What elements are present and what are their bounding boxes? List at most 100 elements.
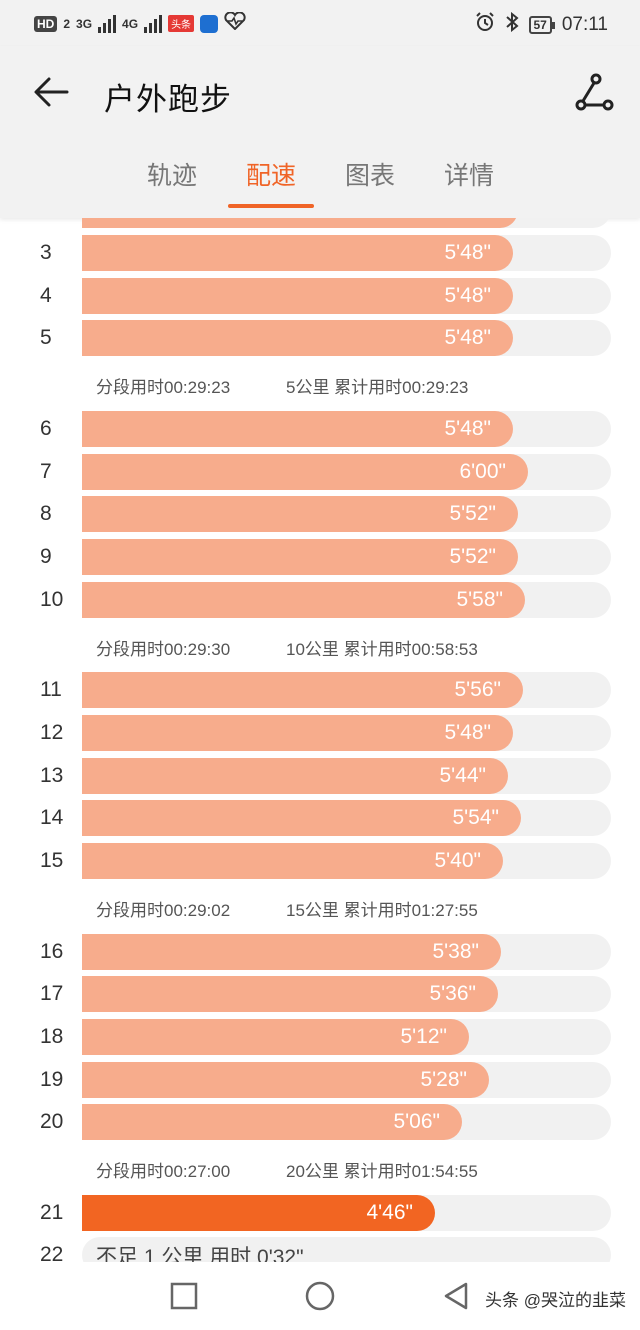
pace-row[interactable]: 9 5'52" (0, 539, 640, 575)
network-4g: 4G (122, 16, 139, 31)
pace-row[interactable]: 14 5'54" (0, 800, 640, 837)
pace-row[interactable]: 4 5'48" (0, 277, 640, 314)
pace-value: 5'56" (454, 678, 501, 702)
pace-value: 5'36" (429, 982, 476, 1006)
pace-bar: 5'58" (82, 581, 525, 618)
shield-icon (200, 14, 219, 33)
km-number: 10 (40, 587, 64, 611)
pace-row[interactable]: 12 5'48" (0, 714, 640, 751)
battery-icon: 57 (528, 15, 556, 34)
split-summary: 分段用时00:29:30 10公里 累计用时00:58:53 (96, 635, 616, 659)
pace-bar: 5'48" (82, 235, 513, 271)
pace-value: 5'48" (444, 416, 491, 440)
cumulative-time: 20公里 累计用时01:54:55 (286, 1162, 478, 1182)
back-nav-button[interactable] (440, 1280, 472, 1312)
pace-value: 5'40" (434, 849, 481, 872)
segment-time: 分段用时00:29:23 (96, 378, 231, 398)
signal-icon-2 (144, 14, 163, 33)
cumulative-time: 10公里 累计用时00:58:53 (286, 639, 478, 659)
status-bar: HD 2 3G 4G 头条 57 07:11 (0, 0, 640, 46)
pace-list[interactable]: 3 5'48" 4 5'48" 5 5'48" 分段用时00:29:23 5公里 累计用时00… (0, 218, 640, 1262)
tab-chart[interactable]: 图表 (344, 162, 395, 190)
pace-value: 5'58" (456, 587, 503, 611)
bluetooth-icon (505, 11, 519, 37)
pace-row-partial[interactable]: 22 不足 1 公里 用时 0'32" (0, 1237, 640, 1262)
pace-bar: 5'52" (82, 539, 518, 575)
km-number: 14 (40, 806, 64, 830)
pace-bar-fastest: 4'46" (82, 1194, 435, 1231)
pace-bar: 5'38" (82, 933, 501, 970)
pace-value: 5'48" (444, 326, 491, 350)
pace-bar: 5'52" (82, 496, 518, 533)
pace-row[interactable]: 21 4'46" (0, 1194, 640, 1231)
km-number: 16 (40, 939, 64, 963)
km-number: 6 (40, 416, 52, 440)
pace-row[interactable]: 11 5'56" (0, 672, 640, 709)
pace-row[interactable]: 17 5'36" (0, 976, 640, 1013)
alarm-icon (475, 12, 495, 37)
pace-row[interactable]: 10 5'58" (0, 581, 640, 618)
km-number: 7 (40, 459, 52, 483)
segment-time: 分段用时00:27:00 (96, 1162, 231, 1182)
pace-row[interactable]: 6 5'48" (0, 410, 640, 447)
status-left: HD 2 3G 4G 头条 (34, 11, 246, 35)
pace-bar: 5'48" (82, 277, 513, 314)
km-number: 4 (40, 283, 52, 307)
pace-row[interactable]: 16 5'38" (0, 933, 640, 970)
signal-icon (98, 14, 117, 33)
pace-bar: 5'44" (82, 757, 508, 794)
pace-row[interactable]: 19 5'28" (0, 1061, 640, 1098)
recents-button[interactable] (168, 1280, 200, 1312)
pace-value: 5'06" (393, 1110, 440, 1134)
pace-row[interactable]: 7 6'00" (0, 453, 640, 490)
home-button[interactable] (304, 1280, 336, 1312)
km-number: 18 (40, 1024, 64, 1048)
tab-bar: 轨迹 配速 图表 详情 (120, 156, 520, 208)
pace-value: 6'00" (459, 459, 506, 483)
pace-row[interactable]: 13 5'44" (0, 757, 640, 794)
pace-row[interactable]: 3 5'48" (0, 235, 640, 271)
app-notification-badge: 头条 (168, 15, 195, 32)
km-number: 17 (40, 982, 64, 1006)
status-time: 07:11 (561, 13, 608, 35)
pace-row[interactable]: 18 5'12" (0, 1018, 640, 1055)
share-button[interactable] (572, 70, 616, 114)
km-number: 21 (40, 1200, 64, 1224)
cumulative-time: 5公里 累计用时00:29:23 (286, 378, 469, 398)
pace-row[interactable]: 8 5'52" (0, 496, 640, 533)
pace-value: 5'48" (444, 283, 491, 307)
circle-icon (305, 1281, 335, 1311)
km-number: 15 (40, 849, 64, 872)
km-number: 19 (40, 1067, 64, 1091)
pace-bar: 5'28" (82, 1061, 489, 1098)
segment-time: 分段用时00:29:02 (96, 901, 231, 920)
triangle-back-icon (444, 1282, 468, 1310)
pace-row[interactable]: 20 5'06" (0, 1104, 640, 1141)
tab-track[interactable]: 轨迹 (146, 162, 197, 190)
pace-bar (82, 218, 518, 228)
tab-pace[interactable]: 配速 (226, 156, 316, 208)
pace-row[interactable]: 15 5'40" (0, 843, 640, 879)
split-summary: 分段用时00:29:02 15公里 累计用时01:27:55 (96, 896, 616, 920)
pace-value: 5'44" (439, 763, 486, 787)
km-number: 12 (40, 720, 64, 744)
pace-value: 5'12" (400, 1024, 447, 1048)
back-arrow-icon (34, 77, 69, 107)
pace-value: 5'28" (420, 1067, 467, 1091)
km-number: 3 (40, 241, 52, 264)
pace-value: 4'46" (366, 1200, 413, 1224)
pace-value: 5'54" (452, 806, 499, 830)
hd-sub: 2 (63, 16, 71, 31)
split-summary: 分段用时00:27:00 20公里 累计用时01:54:55 (96, 1157, 616, 1181)
pace-bar: 5'40" (82, 843, 503, 879)
pace-value: 5'48" (444, 720, 491, 744)
pace-row[interactable]: 5 5'48" (0, 320, 640, 357)
cumulative-time: 15公里 累计用时01:27:55 (286, 901, 478, 920)
partial-km-text: 不足 1 公里 用时 0'32" (96, 1246, 304, 1262)
tab-details[interactable]: 详情 (443, 162, 494, 190)
pace-track (82, 1237, 611, 1262)
health-icon (224, 11, 246, 35)
back-button[interactable] (28, 72, 74, 112)
pace-bar: 5'06" (82, 1104, 462, 1141)
pace-row-partial-top (0, 218, 640, 228)
